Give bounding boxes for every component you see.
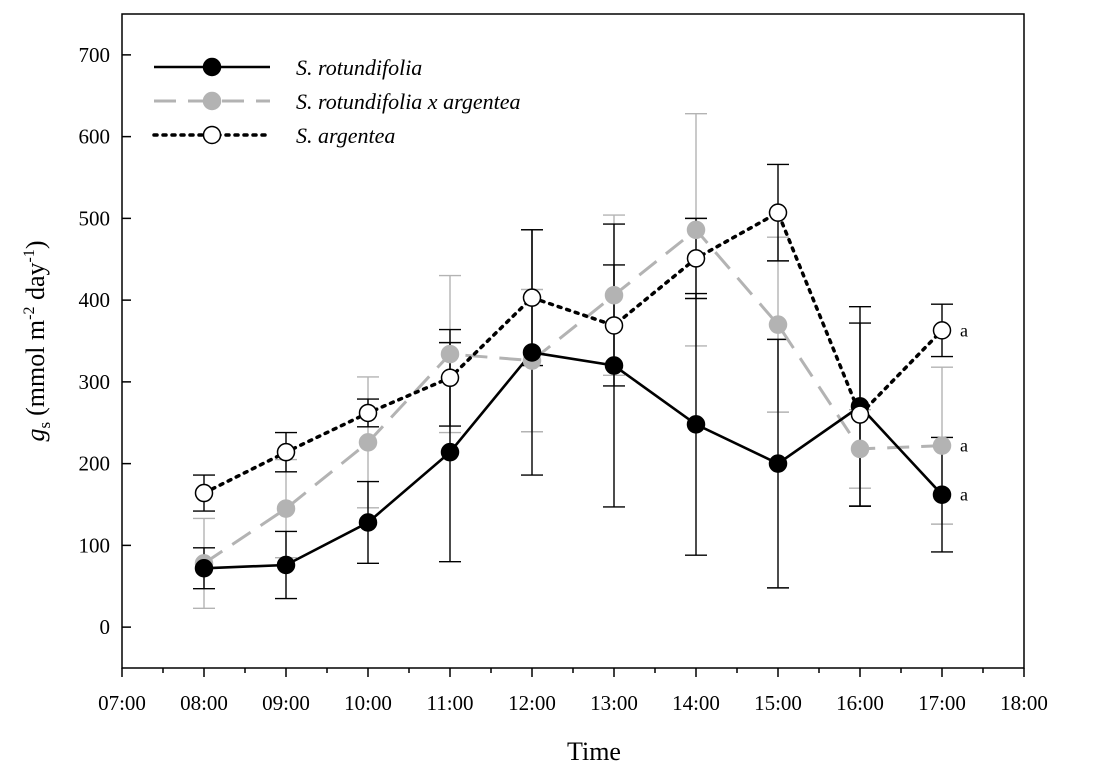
series-errorbars-2: [193, 163, 953, 512]
data-point: [522, 288, 542, 307]
x-tick-label: 17:00: [918, 691, 966, 715]
y-tick-label: 400: [79, 288, 111, 312]
y-tick-label: 600: [79, 125, 111, 149]
data-point: [358, 403, 378, 423]
x-tick-label: 09:00: [262, 691, 310, 715]
data-point: [276, 555, 296, 575]
series-annotation: a: [960, 485, 968, 505]
legend: S. rotundifolia S. rotundifolia x argente…: [152, 55, 520, 148]
x-axis: 07:00 08:00 09:00 10:00 11:00 12:00 13:00 14:00…: [98, 668, 1048, 715]
data-point: [932, 436, 952, 455]
y-axis-units-2: day: [21, 262, 50, 306]
legend-marker: [202, 91, 222, 111]
data-point: [604, 285, 624, 305]
y-axis-units-sup2: -1: [21, 249, 38, 262]
legend-label: S. rotundifolia x argentea: [296, 89, 520, 114]
y-axis-symbol: g: [21, 429, 50, 442]
data-point: [440, 344, 460, 364]
x-axis-title: Time: [567, 737, 621, 766]
data-point: [604, 316, 624, 335]
data-point: [276, 499, 296, 518]
y-axis-title: gs (mmol m-2 day-1): [21, 240, 54, 441]
y-axis-units-3: ): [21, 240, 50, 249]
series-layer: a a a: [193, 113, 968, 610]
y-tick-label: 200: [79, 452, 111, 476]
legend-marker: [202, 57, 222, 77]
data-point: [686, 415, 706, 434]
data-point: [768, 203, 788, 222]
data-point: [522, 343, 542, 362]
data-point: [440, 442, 460, 462]
legend-label: S. argentea: [296, 123, 395, 148]
data-point: [686, 249, 706, 268]
legend-marker: [202, 125, 222, 145]
legend-label: S. rotundifolia: [296, 55, 422, 80]
x-tick-label: 08:00: [180, 691, 228, 715]
series-errorbars-1: [193, 113, 953, 610]
y-axis: 0 100 200 300 400 500 600 700: [79, 43, 131, 639]
data-point: [932, 485, 952, 504]
x-tick-label: 14:00: [672, 691, 720, 715]
data-point: [604, 356, 624, 375]
data-point: [276, 442, 296, 462]
x-tick-label: 11:00: [426, 691, 473, 715]
x-tick-label: 16:00: [836, 691, 884, 715]
data-point: [850, 439, 870, 459]
y-axis-units-1: (mmol m: [21, 320, 50, 416]
x-tick-label: 18:00: [1000, 691, 1048, 715]
series-line-1: [203, 227, 943, 565]
y-tick-label: 700: [79, 43, 111, 67]
data-point: [768, 454, 788, 473]
data-point: [850, 405, 870, 424]
data-point: [768, 315, 788, 334]
series-errorbars-0: [193, 223, 953, 600]
x-tick-label: 10:00: [344, 691, 392, 715]
x-tick-label: 15:00: [754, 691, 802, 715]
y-tick-label: 0: [100, 615, 111, 639]
series-points-0: [194, 343, 952, 578]
y-tick-label: 300: [79, 370, 111, 394]
series-annotation: a: [960, 320, 968, 340]
plot-frame: [121, 13, 1025, 669]
series-points-1: [194, 220, 952, 573]
y-tick-label: 100: [79, 533, 111, 557]
data-point: [686, 220, 706, 240]
series-annotation: a: [960, 436, 968, 456]
x-tick-label: 12:00: [508, 691, 556, 715]
series-line-0: [203, 351, 943, 570]
data-point: [358, 513, 378, 532]
data-point: [358, 433, 378, 452]
y-axis-symbol-sub: s: [35, 422, 54, 429]
data-point: [932, 321, 952, 340]
y-tick-label: 500: [79, 206, 111, 230]
data-point: [194, 559, 214, 578]
series-points-2: [194, 203, 952, 503]
x-tick-label: 13:00: [590, 691, 638, 715]
x-tick-label: 07:00: [98, 691, 146, 715]
y-axis-units-sup1: -2: [21, 307, 38, 320]
series-line-2: [202, 210, 944, 495]
data-point: [440, 368, 460, 388]
data-point: [194, 483, 214, 503]
